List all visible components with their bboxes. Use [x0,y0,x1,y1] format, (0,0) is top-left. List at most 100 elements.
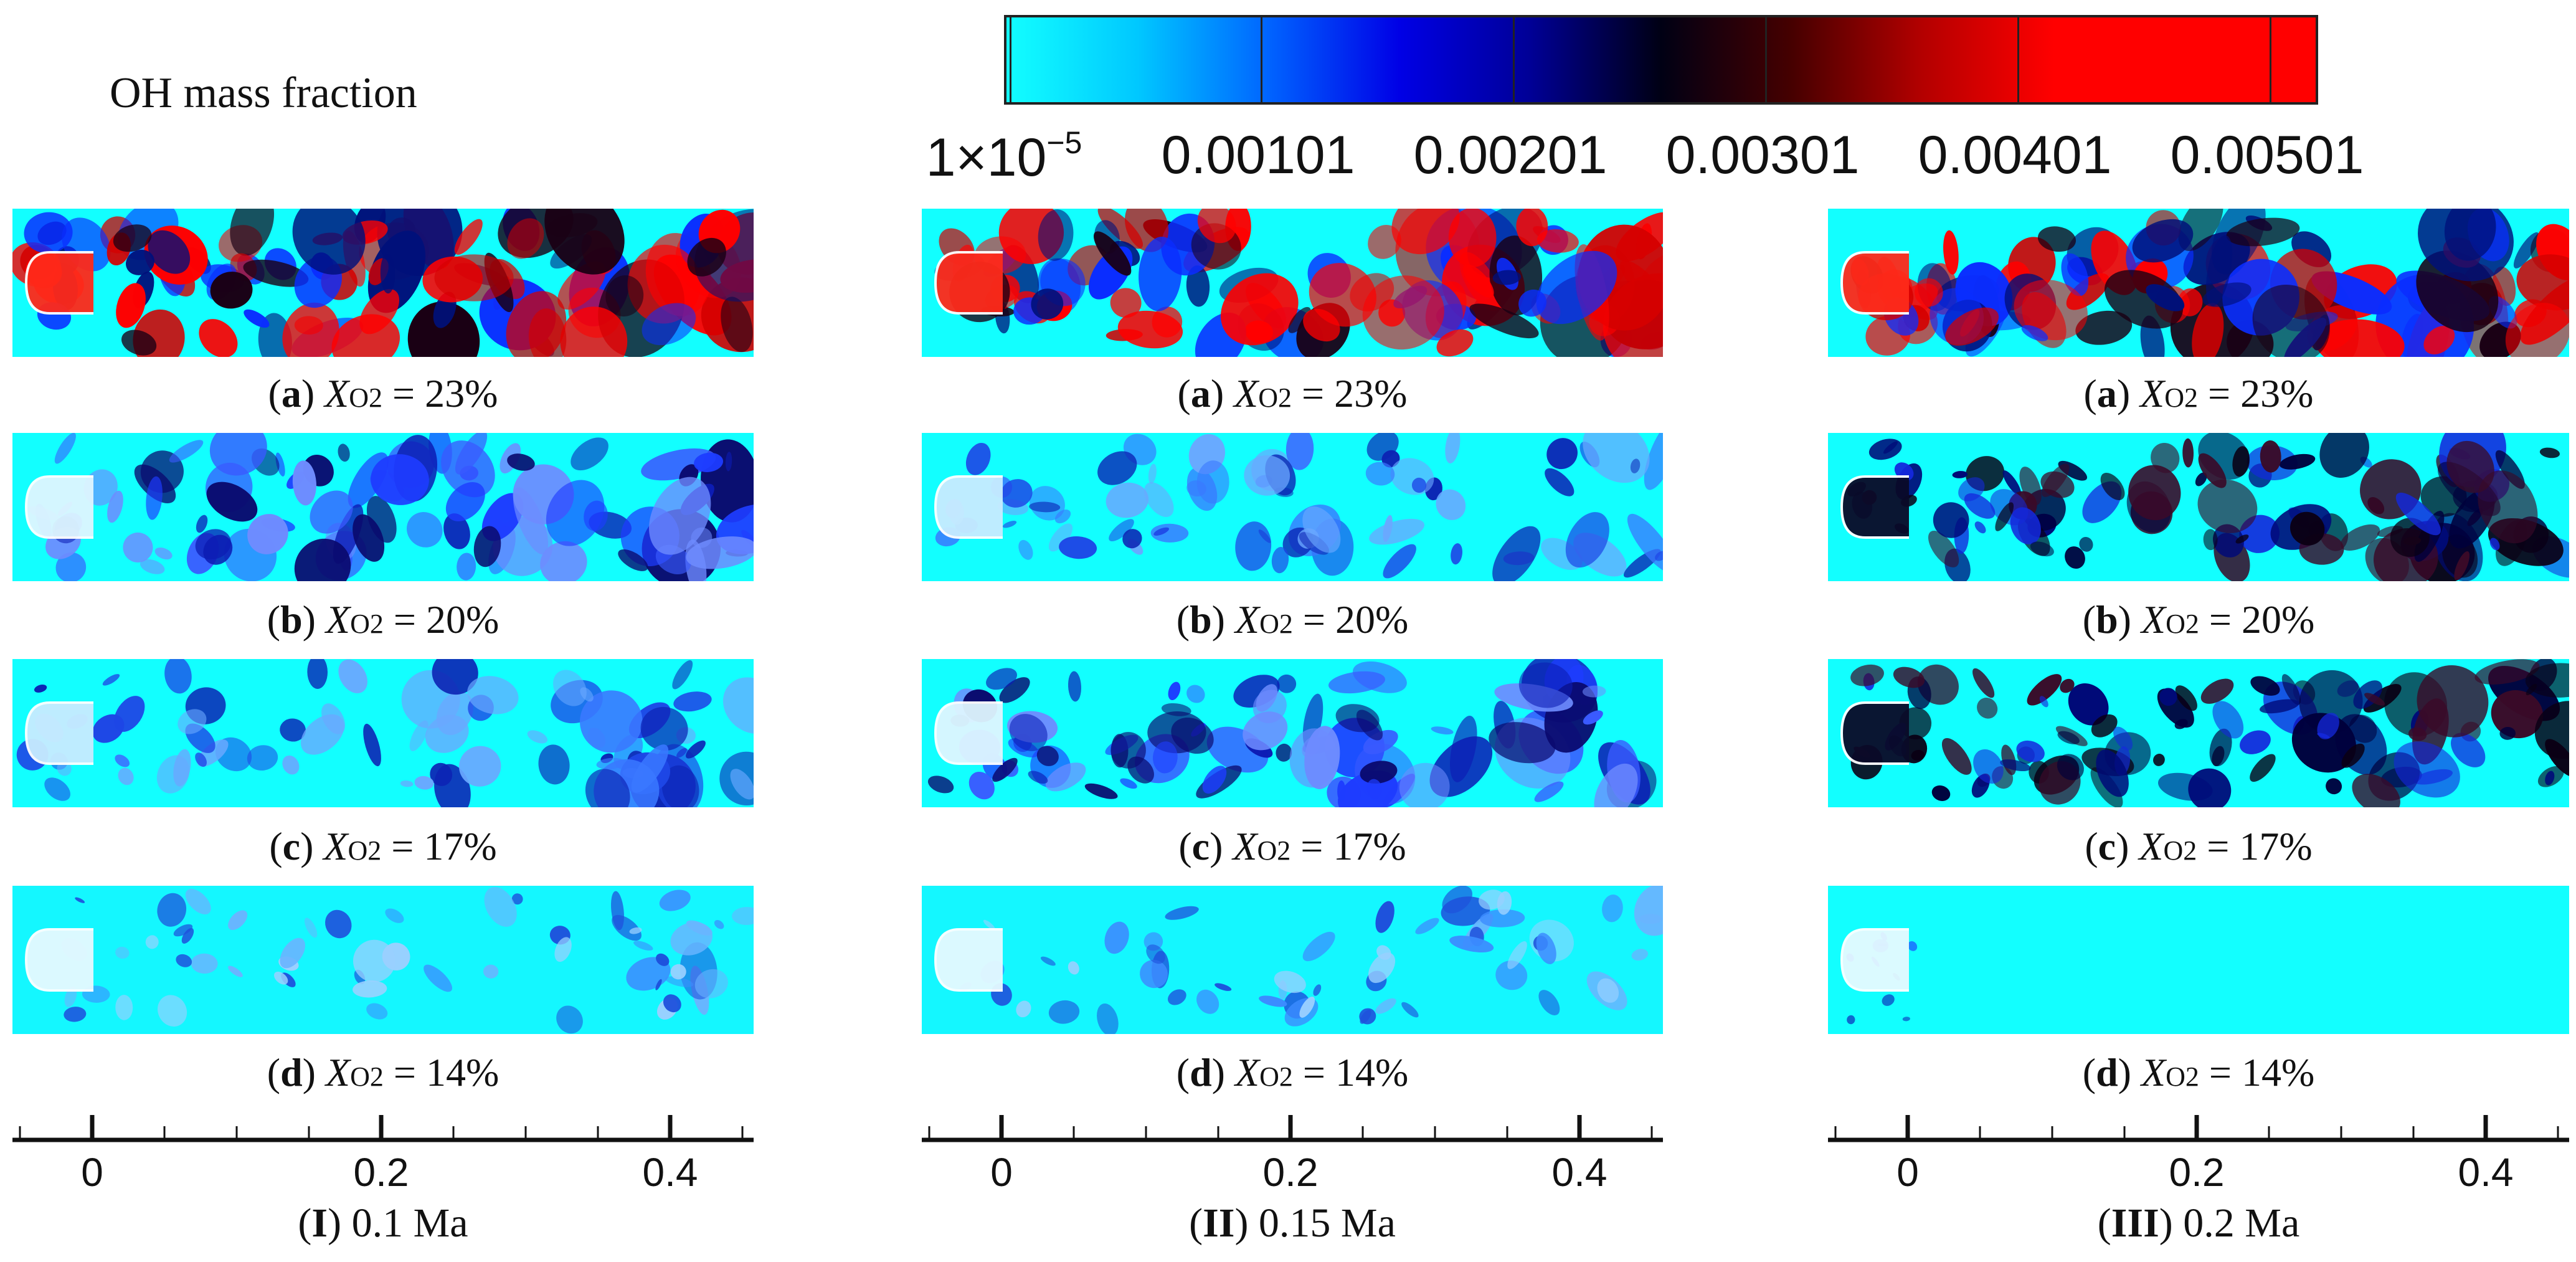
caption-letter: c [2098,824,2116,868]
tick-label: 0 [1896,1150,1919,1195]
panel-caption: (d) XO2 = 14% [267,1050,500,1094]
column-0-1-ma: (a) XO2 = 23% (b) XO2 = 20% (c) XO2 = 17% (… [12,0,754,1262]
caption-subscript: O2 [2166,1061,2199,1092]
x-axis [1828,1115,2569,1142]
caption-variable: X [324,371,349,415]
caption-letter: b [280,597,303,642]
panel-caption: (c) XO2 = 17% [1178,824,1406,868]
caption-value: = 23% [392,371,498,415]
caption-variable: X [1233,824,1257,868]
caption-variable: X [325,597,351,642]
caption-letter: a [1190,371,1211,415]
colorbar-label: 0.00201 [1413,125,1608,185]
column-0-2-ma: (a) XO2 = 23% (b) XO2 = 20% (c) XO2 = 17% (… [1828,0,2569,1262]
panel-caption: (c) XO2 = 17% [2085,824,2313,868]
caption-value: = 23% [2208,371,2314,415]
column-speed: 0.1 Ma [351,1200,468,1246]
caption-value: = 14% [1302,1050,1409,1094]
tick-label: 0.4 [2458,1150,2514,1195]
caption-variable: X [2141,597,2166,642]
caption-variable: X [2139,824,2164,868]
contour-panel-a [1828,209,2569,357]
figure-title: OH mass fraction [110,69,417,117]
contour-panel-c [922,659,1663,807]
tick-label: 0 [81,1150,103,1195]
colorbar-label: 0.00301 [1665,125,1860,185]
caption-value: = 17% [1300,824,1406,868]
column-caption: (III) 0.2 Ma [2097,1200,2300,1246]
caption-letter: b [2096,597,2118,642]
caption-variable: X [1234,597,1260,642]
contour-panel-d [1828,886,2569,1034]
caption-variable: X [2141,1050,2166,1094]
panel-caption: (b) XO2 = 20% [2082,597,2315,642]
colorbar-label: 0.00401 [1918,125,2112,185]
panel-caption: (b) XO2 = 20% [1176,597,1409,642]
caption-letter: a [281,371,301,415]
caption-value: = 14% [2209,1050,2315,1094]
x-axis [12,1115,754,1142]
caption-subscript: O2 [348,835,382,866]
panel-caption: (a) XO2 = 23% [2083,371,2314,415]
caption-subscript: O2 [1259,1061,1293,1092]
column-roman: III [2111,1200,2159,1246]
x-axis [922,1115,1663,1142]
caption-subscript: O2 [350,1061,384,1092]
tick-label: 0.2 [1262,1150,1319,1195]
caption-subscript: O2 [1257,835,1291,866]
panel-caption: (d) XO2 = 14% [2082,1050,2315,1094]
caption-subscript: O2 [2166,609,2199,639]
column-caption: (II) 0.15 Ma [1189,1200,1396,1246]
caption-variable: X [325,1050,351,1094]
caption-letter: a [2096,371,2117,415]
caption-variable: X [323,824,348,868]
column-speed: 0.15 Ma [1258,1200,1396,1246]
column-0-15-ma: (a) XO2 = 23% (b) XO2 = 20% (c) XO2 = 17% (… [922,0,1663,1262]
contour-panel-a [12,209,754,357]
column-speed: 0.2 Ma [2183,1200,2300,1246]
caption-value: = 20% [1302,597,1409,642]
caption-letter: d [1190,1050,1212,1094]
caption-subscript: O2 [1259,609,1293,639]
caption-value: = 17% [391,824,497,868]
caption-subscript: O2 [1258,382,1292,413]
caption-variable: X [1234,371,1259,415]
caption-subscript: O2 [350,609,384,639]
column-roman: II [1203,1200,1235,1246]
contour-panel-b [12,433,754,581]
caption-letter: d [280,1050,303,1094]
caption-value: = 23% [1302,371,1408,415]
column-caption: (I) 0.1 Ma [298,1200,468,1246]
panel-caption: (a) XO2 = 23% [1177,371,1408,415]
tick-label: 0.2 [353,1150,409,1195]
caption-value: = 20% [393,597,500,642]
colorbar-label-min: 1×10−5 [926,125,1082,187]
tick-label: 0 [990,1150,1013,1195]
contour-panel-a [922,209,1663,357]
panel-caption: (b) XO2 = 20% [267,597,500,642]
colorbar-label: 0.00101 [1161,125,1355,185]
column-roman: I [311,1200,328,1246]
caption-value: = 20% [2209,597,2315,642]
panel-caption: (c) XO2 = 17% [269,824,497,868]
caption-variable: X [1234,1050,1260,1094]
caption-letter: c [282,824,301,868]
caption-letter: b [1190,597,1212,642]
contour-panel-c [12,659,754,807]
caption-letter: c [1191,824,1210,868]
contour-panel-b [922,433,1663,581]
contour-panel-c [1828,659,2569,807]
tick-label: 0.2 [2169,1150,2225,1195]
caption-subscript: O2 [349,382,383,413]
caption-variable: X [2140,371,2165,415]
caption-subscript: O2 [2163,835,2197,866]
caption-subscript: O2 [2164,382,2199,413]
tick-label: 0.4 [642,1150,698,1195]
panel-caption: (a) XO2 = 23% [268,371,498,415]
tick-label: 0.4 [1551,1150,1608,1195]
contour-panel-b [1828,433,2569,581]
contour-panel-d [12,886,754,1034]
panel-caption: (d) XO2 = 14% [1176,1050,1409,1094]
contour-panel-d [922,886,1663,1034]
caption-value: = 14% [393,1050,500,1094]
